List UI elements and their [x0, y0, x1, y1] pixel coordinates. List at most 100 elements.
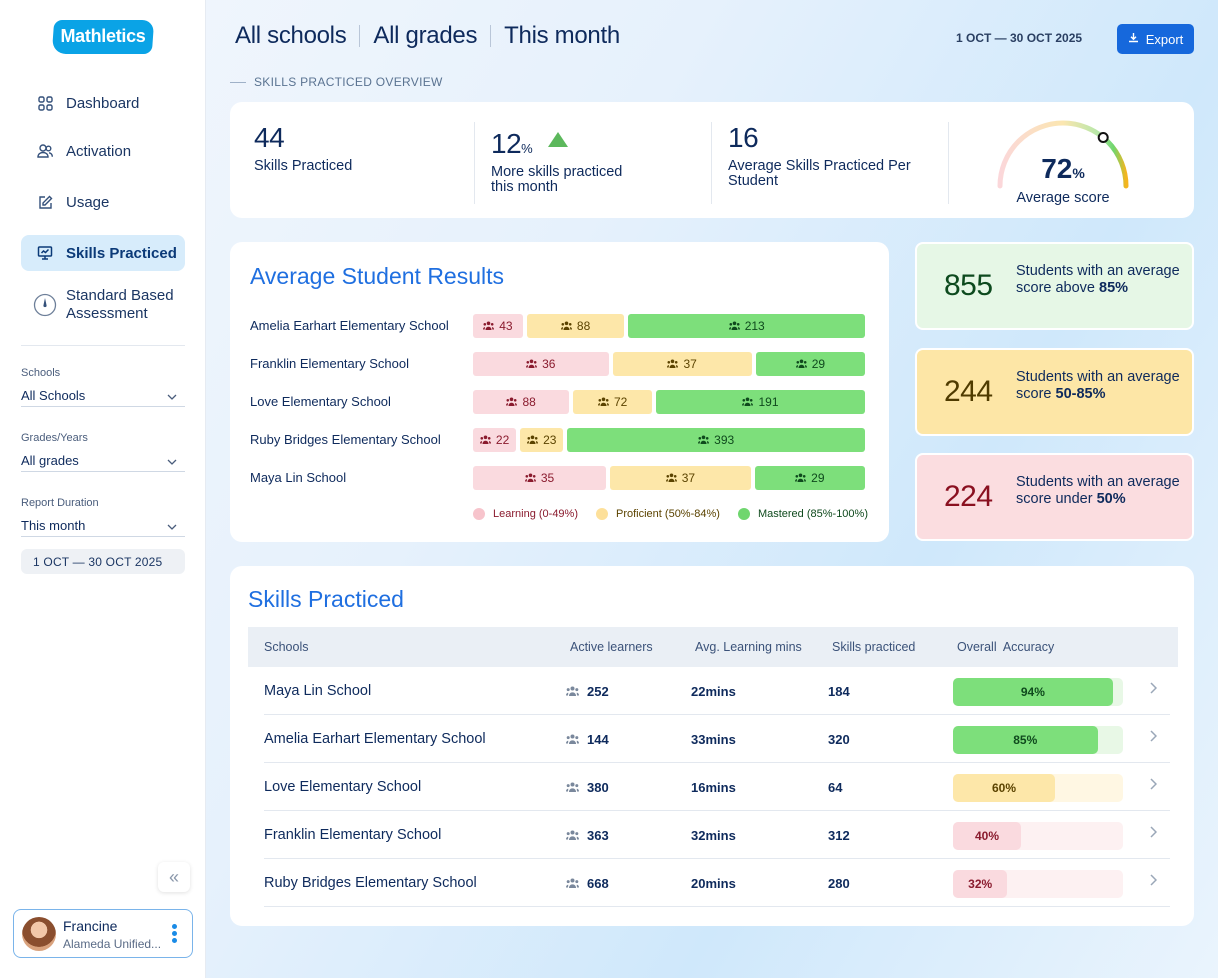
- result-bar-value: 29: [811, 471, 825, 485]
- result-bar-proficient: 23: [520, 428, 564, 452]
- average-score-value: 72%: [995, 153, 1131, 185]
- avatar: [22, 917, 56, 951]
- gauge-knob: [1097, 132, 1109, 143]
- crumb-period[interactable]: This month: [504, 22, 620, 49]
- cell-skills-practiced: 64: [828, 780, 843, 795]
- crumb-schools[interactable]: All schools: [235, 22, 347, 49]
- sidebar-date-range[interactable]: 1 OCT — 30 OCT 2025: [21, 549, 185, 574]
- chevron-right-icon[interactable]: [1149, 777, 1158, 794]
- user-name: Francine: [63, 918, 118, 934]
- nav-dashboard-label: Dashboard: [66, 94, 140, 112]
- group-icon: [526, 359, 538, 370]
- grades-select-value: All grades: [21, 453, 79, 468]
- collapse-sidebar-button[interactable]: «: [158, 862, 190, 892]
- cell-active-learners: 668: [566, 876, 609, 891]
- header-date-range: 1 OCT — 30 OCT 2025: [956, 31, 1083, 45]
- stat-divider: [948, 122, 949, 204]
- table-row[interactable]: Love Elementary School 380 16mins 64 60%: [264, 763, 1170, 811]
- cell-avg-mins: 16mins: [691, 780, 736, 795]
- results-row-school: Love Elementary School: [250, 394, 391, 409]
- user-profile-card[interactable]: Francine Alameda Unified...: [13, 909, 193, 958]
- result-bar-learning: 35: [473, 466, 607, 490]
- export-button[interactable]: Export: [1117, 24, 1194, 54]
- nav-skills-practiced-label: Skills Practiced: [66, 244, 177, 262]
- cell-school: Love Elementary School: [264, 779, 422, 795]
- result-bar-value: 88: [576, 319, 591, 333]
- chevron-down-icon: [167, 388, 177, 403]
- percent-unit: %: [1072, 165, 1085, 181]
- export-label: Export: [1145, 31, 1184, 47]
- stat-label: Average Skills Practiced Per Student: [728, 159, 911, 189]
- table-row[interactable]: Ruby Bridges Elementary School 668 20mins 2…: [264, 859, 1170, 907]
- section-label: SKILLS PRACTICED OVERVIEW: [230, 75, 443, 89]
- accuracy-bar-fill: 85%: [953, 726, 1098, 754]
- accuracy-bar-fill: 40%: [953, 822, 1021, 850]
- mathletics-logo[interactable]: Mathletics: [51, 20, 155, 56]
- result-bar-value: 213: [744, 319, 765, 333]
- legend-label: Mastered (85%-100%): [757, 508, 868, 520]
- download-icon: [1128, 32, 1139, 46]
- grades-select[interactable]: All grades: [21, 450, 185, 472]
- more-options-icon[interactable]: [170, 924, 178, 946]
- logo-text: Mathletics: [60, 26, 146, 46]
- chevron-right-icon[interactable]: [1149, 729, 1158, 746]
- summary-text-main: Students with an average score: [1016, 369, 1180, 402]
- result-bar-proficient: 72: [573, 390, 653, 414]
- crumb-divider: [490, 25, 492, 47]
- duration-select[interactable]: This month: [21, 515, 185, 537]
- nav-activation[interactable]: Activation: [21, 133, 185, 169]
- nav-standard-based-assessment[interactable]: Standard Based Assessment: [21, 283, 185, 327]
- nav-dashboard[interactable]: Dashboard: [21, 85, 185, 121]
- result-bar-learning: 22: [473, 428, 517, 452]
- cell-active-learners: 144: [566, 732, 609, 747]
- summary-text-main: Students with an average score above: [1016, 263, 1180, 296]
- summary-text: Students with an average score above 85%: [1016, 263, 1188, 297]
- group-icon: [742, 397, 754, 408]
- result-bar-learning: 36: [473, 352, 609, 376]
- nav-skills-practiced[interactable]: Skills Practiced: [21, 235, 185, 271]
- summary-value: 224: [944, 480, 993, 513]
- stat-label: More skills practiced this month: [491, 165, 622, 195]
- result-bar-value: 72: [613, 395, 628, 409]
- crumb-grades[interactable]: All grades: [373, 22, 478, 49]
- stat-label-line1: Average Skills Practiced Per: [728, 158, 911, 174]
- summary-card-above-85: 855 Students with an average score above…: [915, 242, 1194, 330]
- th-overall-accuracy[interactable]: Overall Accuracy: [957, 640, 1055, 654]
- accuracy-bar-track: 60%: [953, 774, 1123, 802]
- result-bar-value: 393: [714, 433, 735, 447]
- learners-value: 144: [587, 732, 609, 747]
- accuracy-bar-track: 40%: [953, 822, 1123, 850]
- th-avg-learning-mins[interactable]: Avg. Learning mins: [695, 640, 802, 654]
- chevron-right-icon[interactable]: [1149, 873, 1158, 890]
- chevron-right-icon[interactable]: [1149, 681, 1158, 698]
- nav-usage[interactable]: Usage: [21, 184, 185, 220]
- cell-avg-mins: 32mins: [691, 828, 736, 843]
- th-skills-practiced[interactable]: Skills practiced: [832, 640, 916, 654]
- summary-text-main: Students with an average score under: [1016, 474, 1180, 507]
- cell-avg-mins: 20mins: [691, 876, 736, 891]
- group-icon: [795, 359, 807, 370]
- schools-select[interactable]: All Schools: [21, 385, 185, 407]
- th-active-learners[interactable]: Active learners: [570, 640, 653, 654]
- summary-card-under-50: 224 Students with an average score under…: [915, 453, 1194, 541]
- stat-label-line2: Student: [728, 173, 778, 189]
- result-bar-mastered: 191: [656, 390, 865, 414]
- legend-dot: [473, 508, 485, 520]
- cell-school: Franklin Elementary School: [264, 827, 442, 843]
- sidebar-divider: [21, 345, 185, 346]
- table-row[interactable]: Amelia Earhart Elementary School 144 33min…: [264, 715, 1170, 763]
- result-bar-value: 43: [499, 319, 513, 333]
- results-legend: Learning (0-49%) Proficient (50%-84%) Ma…: [473, 508, 886, 520]
- result-bar-value: 22: [495, 433, 510, 447]
- chevron-right-icon[interactable]: [1149, 825, 1158, 842]
- chevron-down-icon: [167, 518, 177, 533]
- th-schools[interactable]: Schools: [264, 640, 309, 654]
- section-dash: [230, 81, 246, 83]
- table-row[interactable]: Maya Lin School 252 22mins 184 94%: [264, 667, 1170, 715]
- filter-breadcrumb: All schools All grades This month: [235, 22, 620, 50]
- summary-text-bold: 85%: [1099, 280, 1129, 296]
- table-row[interactable]: Franklin Elementary School 363 32mins 312 40…: [264, 811, 1170, 859]
- schools-select-value: All Schools: [21, 388, 86, 403]
- cell-skills-practiced: 280: [828, 876, 850, 891]
- overview-card: 44 Skills Practiced 12% More skills prac…: [230, 102, 1194, 218]
